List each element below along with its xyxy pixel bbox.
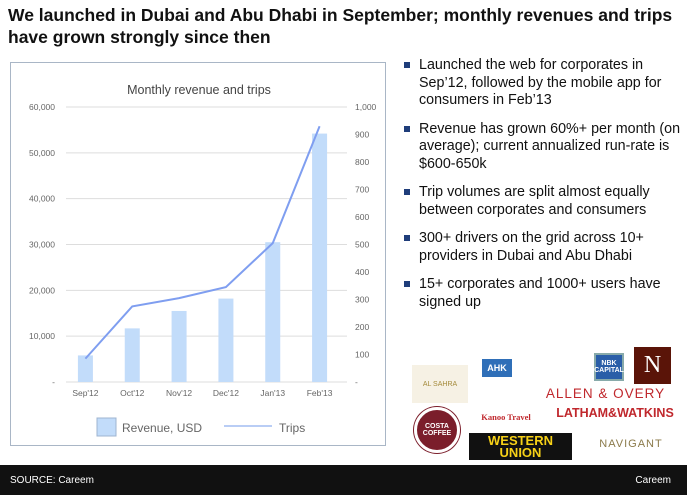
y-right-tick-label: - bbox=[355, 377, 358, 387]
bullet: 15+ corporates and 1000+ users have sign… bbox=[402, 276, 687, 311]
bullet-text: Revenue has grown 60%+ per month (on ave… bbox=[419, 120, 681, 172]
allen-overy-logo: ALLEN & OVERY bbox=[545, 385, 666, 401]
y-left-tick-label: 20,000 bbox=[29, 285, 55, 295]
footer: SOURCE: Careem Careem bbox=[0, 465, 687, 495]
bullet-square-icon bbox=[404, 235, 410, 241]
y-right-tick-label: 500 bbox=[355, 240, 369, 250]
y-left-tick-label: 50,000 bbox=[29, 148, 55, 158]
nbk-logo: NBK CAPITAL bbox=[594, 353, 624, 381]
y-right-tick-label: 900 bbox=[355, 130, 369, 140]
bullet-text: 15+ corporates and 1000+ users have sign… bbox=[419, 276, 661, 310]
costa-logo: COSTA COFFEE bbox=[414, 407, 460, 453]
legend-revenue-swatch bbox=[96, 417, 117, 437]
source-note: SOURCE: Careem bbox=[10, 475, 94, 486]
bullet-list: Launched the web for corporates in Sep’1… bbox=[402, 57, 687, 322]
bullet-square-icon bbox=[404, 62, 410, 68]
y-left-tick-label: 30,000 bbox=[29, 240, 55, 250]
nespresso-logo: N bbox=[634, 347, 671, 384]
x-tick-label: Dec'12 bbox=[213, 388, 239, 398]
y-right-tick-label: 800 bbox=[355, 157, 369, 167]
y-right-tick-label: 200 bbox=[355, 322, 369, 332]
x-tick-label: Jan'13 bbox=[260, 388, 285, 398]
bullet-square-icon bbox=[404, 125, 410, 132]
revenue-bar bbox=[312, 133, 328, 382]
bullet-square-icon bbox=[404, 281, 410, 287]
y-right-tick-label: 100 bbox=[355, 350, 369, 360]
kanoo-logo: Kanoo Travel bbox=[481, 412, 531, 422]
slide-title: We launched in Dubai and Abu Dhabi in Se… bbox=[8, 5, 673, 47]
x-tick-label: Feb'13 bbox=[307, 388, 333, 398]
revenue-bar bbox=[218, 298, 234, 382]
x-tick-label: Nov'12 bbox=[166, 388, 192, 398]
y-right-tick-label: 1,000 bbox=[355, 102, 377, 112]
revenue-bar bbox=[171, 310, 187, 382]
bullet-text: 300+ drivers on the grid across 10+ prov… bbox=[419, 230, 644, 264]
bullet: Trip volumes are split almost equally be… bbox=[402, 184, 687, 219]
alsahra-logo: AL SAHRA bbox=[412, 365, 468, 403]
legend-revenue-label: Revenue, USD bbox=[122, 421, 202, 435]
y-left-tick-label: 60,000 bbox=[29, 102, 55, 112]
y-right-tick-label: 600 bbox=[355, 212, 369, 222]
chart-title: Monthly revenue and trips bbox=[127, 83, 271, 97]
y-right-tick-label: 400 bbox=[355, 267, 369, 277]
x-tick-label: Oct'12 bbox=[120, 388, 145, 398]
y-left-tick-label: 40,000 bbox=[29, 194, 55, 204]
chart-frame: Monthly revenue and trips - 10,000 20,000 30… bbox=[10, 62, 386, 446]
bullet: Revenue has grown 60%+ per month (on ave… bbox=[402, 121, 687, 174]
revenue-bar bbox=[124, 328, 140, 382]
navigant-logo: NAVIGANT bbox=[599, 438, 663, 450]
y-right-tick-label: 700 bbox=[355, 185, 369, 195]
bullet-square-icon bbox=[404, 189, 410, 195]
bullet-text: Launched the web for corporates in Sep’1… bbox=[419, 57, 662, 108]
bullet: 300+ drivers on the grid across 10+ prov… bbox=[402, 230, 687, 265]
x-tick-label: Sep'12 bbox=[72, 388, 98, 398]
revenue-bar bbox=[265, 242, 281, 382]
ahk-logo: AHK bbox=[482, 359, 512, 377]
legend-trips-label: Trips bbox=[279, 421, 305, 435]
bullet: Launched the web for corporates in Sep’1… bbox=[402, 57, 687, 110]
trips-line bbox=[84, 125, 321, 360]
client-logos: AL SAHRA AHK NBK CAPITAL N ALLEN & OVERY… bbox=[410, 343, 687, 461]
wu-text: WESTERN bbox=[488, 432, 553, 448]
wu-text: UNION bbox=[499, 444, 542, 460]
revenue-bar bbox=[77, 355, 93, 382]
bullet-text: Trip volumes are split almost equally be… bbox=[419, 184, 650, 218]
y-right-tick-label: 300 bbox=[355, 295, 369, 305]
y-left-tick-label: - bbox=[52, 377, 55, 387]
y-left-tick-label: 10,000 bbox=[29, 331, 55, 341]
revenue-trips-chart: Monthly revenue and trips - 10,000 20,000 30… bbox=[29, 83, 377, 437]
western-union-logo: WESTERN UNION bbox=[469, 433, 572, 460]
latham-logo: LATHAM&WATKINS bbox=[556, 406, 674, 420]
footer-brand: Careem bbox=[635, 475, 671, 486]
